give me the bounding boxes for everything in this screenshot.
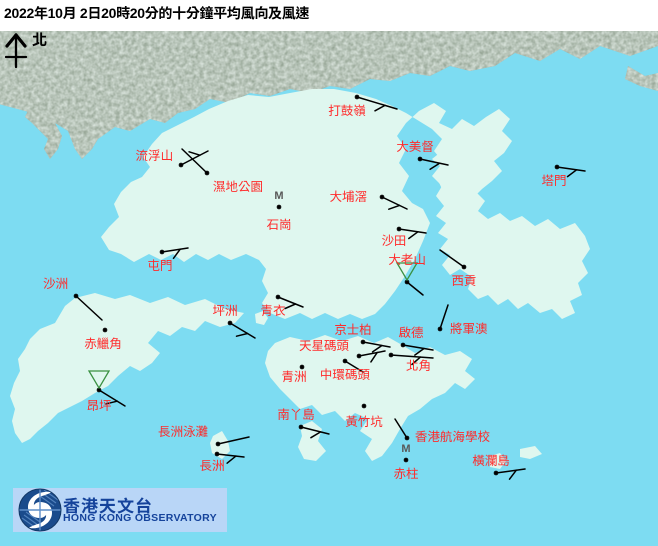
svg-text:M: M bbox=[401, 443, 410, 455]
svg-text:石崗: 石崗 bbox=[266, 214, 291, 233]
svg-text:黃竹坑: 黃竹坑 bbox=[345, 411, 383, 430]
svg-text:長洲泳灘: 長洲泳灘 bbox=[158, 421, 209, 440]
svg-text:南丫島: 南丫島 bbox=[277, 404, 315, 423]
svg-text:濕地公園: 濕地公園 bbox=[213, 176, 263, 195]
svg-text:屯門: 屯門 bbox=[147, 255, 172, 274]
svg-text:青洲: 青洲 bbox=[281, 366, 306, 385]
svg-text:香港航海學校: 香港航海學校 bbox=[415, 426, 490, 445]
svg-text:將軍澳: 將軍澳 bbox=[450, 318, 488, 337]
svg-text:沙田: 沙田 bbox=[381, 230, 406, 249]
svg-text:赤柱: 赤柱 bbox=[393, 463, 418, 482]
svg-text:西貢: 西貢 bbox=[451, 270, 476, 289]
svg-text:啟德: 啟德 bbox=[398, 322, 423, 341]
svg-text:打鼓嶺: 打鼓嶺 bbox=[328, 100, 366, 119]
svg-text:北: 北 bbox=[32, 32, 47, 49]
svg-text:沙洲: 沙洲 bbox=[43, 273, 68, 292]
svg-text:大埔滘: 大埔滘 bbox=[329, 186, 367, 205]
svg-text:中環碼頭: 中環碼頭 bbox=[320, 364, 371, 383]
svg-text:橫瀾島: 橫瀾島 bbox=[472, 450, 510, 469]
svg-text:流浮山: 流浮山 bbox=[135, 145, 173, 164]
svg-text:北角: 北角 bbox=[406, 355, 431, 374]
svg-text:青衣: 青衣 bbox=[260, 300, 286, 319]
svg-text:昂坪: 昂坪 bbox=[86, 395, 112, 414]
svg-text:塔門: 塔門 bbox=[541, 170, 566, 189]
svg-text:赤鱲角: 赤鱲角 bbox=[84, 333, 122, 352]
svg-text:M: M bbox=[274, 190, 283, 202]
svg-text:大美督: 大美督 bbox=[396, 136, 434, 155]
svg-text:長洲: 長洲 bbox=[199, 455, 224, 474]
svg-text:大老山: 大老山 bbox=[388, 249, 426, 268]
svg-text:坪洲: 坪洲 bbox=[212, 300, 237, 319]
svg-text:天星碼頭: 天星碼頭 bbox=[299, 335, 350, 354]
